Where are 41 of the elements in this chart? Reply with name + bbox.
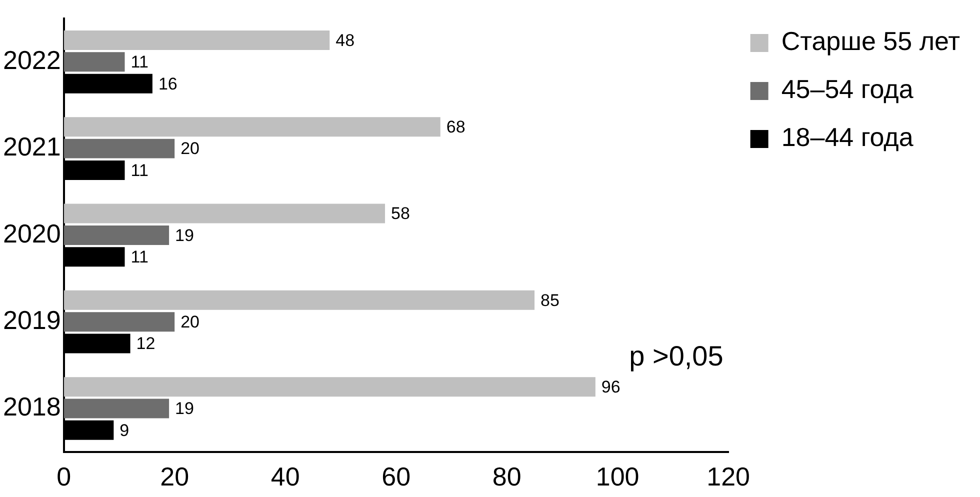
bar <box>64 204 386 224</box>
x-tick-label: 120 <box>706 462 750 492</box>
x-tick-label: 60 <box>382 462 411 492</box>
data-label: 85 <box>540 290 560 310</box>
data-label: 11 <box>130 52 148 72</box>
y-tick-label: 2022 <box>2 45 61 76</box>
bar <box>64 30 330 50</box>
bar <box>64 138 175 158</box>
legend-label: 18–44 года <box>781 122 914 152</box>
data-label: 68 <box>446 118 466 137</box>
annotation: p >0,05 <box>629 340 724 372</box>
bar <box>64 312 175 332</box>
bar <box>64 290 535 310</box>
data-label: 16 <box>158 74 178 94</box>
x-tick-label: 20 <box>160 462 190 492</box>
bar <box>64 117 440 137</box>
data-label: 19 <box>175 399 194 418</box>
data-label: 48 <box>336 30 355 50</box>
data-label: 96 <box>601 378 620 397</box>
legend-label: 45–54 года <box>781 74 914 104</box>
data-label: 12 <box>136 334 156 354</box>
y-tick-label: 2021 <box>2 132 61 162</box>
y-tick-label: 2019 <box>2 305 61 336</box>
data-label: 20 <box>180 139 200 158</box>
y-tick-label: 2018 <box>2 392 61 422</box>
data-label: 20 <box>180 312 200 332</box>
x-tick-label: 40 <box>270 462 300 492</box>
data-label: 11 <box>130 248 148 267</box>
bar <box>64 398 170 418</box>
x-tick-label: 80 <box>492 462 522 492</box>
x-tick-label: 100 <box>596 462 640 492</box>
data-label: 19 <box>175 226 194 245</box>
x-tick-label: 0 <box>56 462 72 492</box>
bar <box>64 377 596 397</box>
y-tick-label: 2020 <box>2 218 61 248</box>
legend-label: Старше 55 лет <box>781 26 960 56</box>
data-label: 9 <box>120 420 130 440</box>
data-label: 11 <box>130 160 148 180</box>
bar <box>64 225 170 245</box>
data-label: 58 <box>391 204 410 224</box>
bar <box>64 52 125 72</box>
